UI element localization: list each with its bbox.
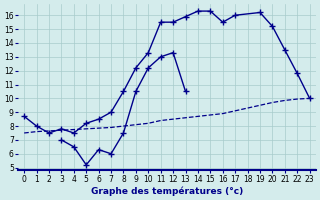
X-axis label: Graphe des températures (°c): Graphe des températures (°c) bbox=[91, 186, 243, 196]
